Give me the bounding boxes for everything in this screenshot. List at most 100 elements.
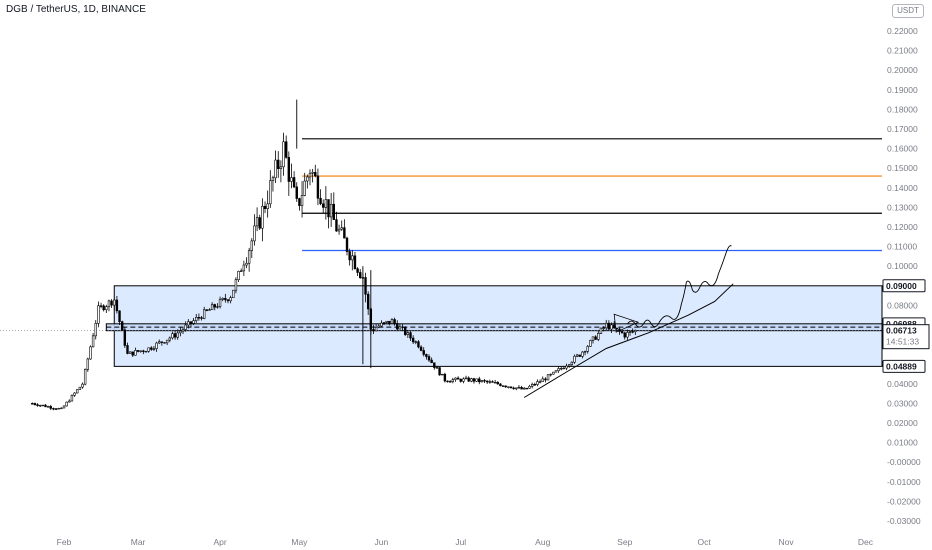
candle-body (607, 322, 611, 330)
candle-body (406, 332, 410, 335)
candle-body (552, 371, 555, 375)
candle-body (404, 327, 407, 335)
y-tick-label: 0.22000 (887, 26, 918, 36)
candle-body (533, 383, 537, 386)
candle-body (623, 332, 626, 338)
candle-body (126, 345, 129, 354)
candle-body (255, 217, 259, 227)
candle-body (134, 350, 137, 356)
candle-body (626, 332, 629, 338)
candle-body (44, 404, 47, 408)
countdown: 14:51:33 (886, 337, 919, 347)
candle-body (380, 322, 383, 327)
candle-body (65, 401, 68, 407)
candle-body (86, 358, 90, 370)
candle-body (634, 329, 637, 332)
y-tick-label: 0.10000 (887, 261, 918, 271)
candle-body (438, 367, 441, 376)
x-tick-label: Dec (858, 537, 874, 547)
candle-body (456, 377, 460, 380)
candle-body (274, 159, 277, 179)
candle-body (287, 157, 291, 182)
y-tick-label: 0.01000 (887, 438, 918, 448)
candle-body (454, 377, 457, 380)
candle-body (396, 323, 399, 330)
candle-body (393, 319, 396, 324)
candle-body (298, 198, 301, 206)
levels (0, 138, 882, 331)
candle-body (105, 306, 108, 311)
y-tick-label: 0.18000 (887, 104, 918, 114)
price-label-middle: 0.06988 (886, 319, 917, 329)
candle-body (470, 378, 473, 382)
candle-body (94, 323, 97, 337)
candle-body (115, 299, 119, 312)
candle-body (329, 203, 333, 218)
y-tick-label: 0.13000 (887, 202, 918, 212)
candle-body (306, 176, 309, 182)
candle-body (620, 331, 624, 334)
candle-body (409, 332, 412, 339)
candle-body (192, 320, 195, 324)
candle-body (113, 299, 116, 306)
candle-body (332, 203, 335, 220)
candle-body (253, 225, 256, 242)
candle-body (54, 408, 58, 410)
y-tick-label: 0.17000 (887, 124, 918, 134)
candle-body (501, 385, 505, 387)
candle-body (284, 141, 288, 158)
candle-body (258, 217, 261, 229)
candle-body (372, 329, 375, 332)
candle-body (269, 180, 272, 205)
candle-body (131, 351, 134, 356)
candle-body (38, 404, 42, 407)
x-tick-label: Jun (375, 537, 389, 547)
candle-body (89, 346, 92, 360)
chart-title: DGB / TetherUS, 1D, BINANCE (6, 4, 146, 15)
candle-body (31, 403, 34, 405)
candle-body (216, 306, 219, 308)
currency-badge[interactable]: USDT (892, 4, 924, 18)
candle-body (179, 330, 182, 334)
candle-body (160, 341, 164, 343)
candle-body (197, 317, 201, 319)
candle-body (316, 175, 320, 199)
candle-body (483, 380, 486, 382)
candle-body (475, 378, 478, 382)
candle-body (544, 378, 547, 381)
candle-body (485, 380, 489, 383)
candle-body (459, 378, 462, 382)
candle-body (517, 386, 521, 389)
candle-body (62, 405, 66, 409)
candle-body (229, 297, 232, 302)
y-tick-label: -0.03000 (887, 516, 921, 526)
candle-body (435, 367, 439, 369)
candle-body (583, 351, 587, 353)
candle-body (414, 341, 417, 343)
candle-body (110, 300, 113, 306)
candle-body (419, 346, 423, 351)
candle-body (520, 386, 523, 390)
candle-body (295, 186, 298, 199)
candle-body (488, 381, 492, 383)
candle-body (242, 264, 246, 272)
candle-body (322, 203, 325, 208)
x-tick-label: Jul (455, 537, 466, 547)
y-tick-label: 0.16000 (887, 144, 918, 154)
candle-body (176, 332, 179, 338)
x-tick-label: May (291, 537, 308, 547)
candle-body (36, 404, 39, 406)
candle-body (277, 159, 280, 169)
candle-body (210, 304, 214, 310)
candle-body (581, 351, 584, 357)
y-tick-label: 0.14000 (887, 183, 918, 193)
x-tick-label: Feb (57, 537, 72, 547)
candle-body (195, 317, 198, 321)
y-axis: 0.22000 0.21000 0.20000 0.19000 0.18000 0.170… (887, 26, 921, 526)
candle-body (541, 378, 544, 382)
candle-body (221, 297, 224, 300)
candle-body (530, 383, 534, 387)
candle-body (128, 351, 132, 354)
